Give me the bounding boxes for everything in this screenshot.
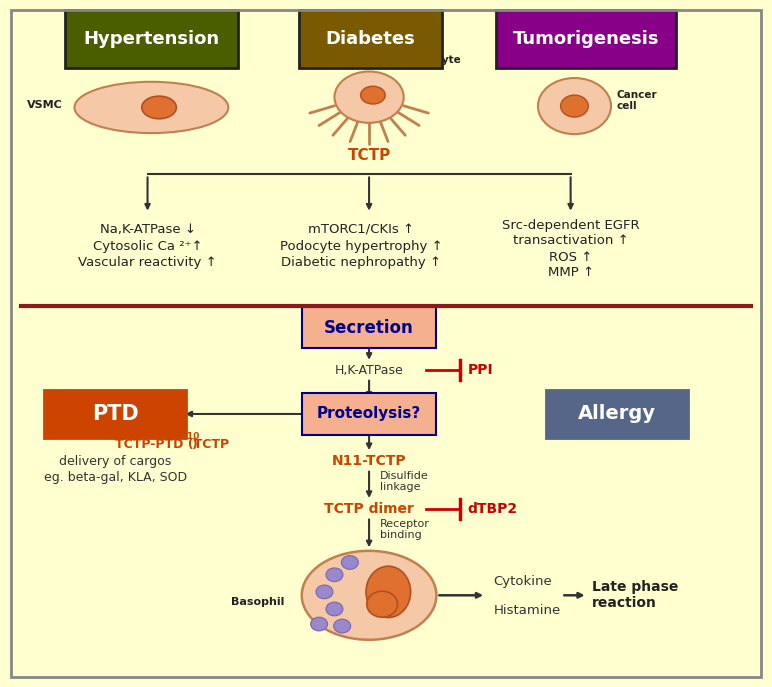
- Ellipse shape: [142, 96, 176, 119]
- Text: Histamine: Histamine: [493, 604, 561, 617]
- Text: Cytokine: Cytokine: [493, 575, 553, 588]
- FancyBboxPatch shape: [302, 307, 436, 348]
- Ellipse shape: [361, 87, 385, 104]
- Text: Late phase
reaction: Late phase reaction: [592, 581, 679, 610]
- Text: Secretion: Secretion: [324, 319, 414, 337]
- Text: Proteolysis?: Proteolysis?: [317, 407, 422, 422]
- Ellipse shape: [310, 617, 327, 631]
- Ellipse shape: [538, 78, 611, 134]
- Text: TCTP dimer: TCTP dimer: [324, 502, 414, 516]
- Text: Receptor: Receptor: [380, 519, 430, 529]
- Text: linkage: linkage: [380, 482, 420, 492]
- Text: Basophil: Basophil: [231, 597, 284, 607]
- Text: MMP ↑: MMP ↑: [547, 266, 594, 279]
- Text: H,K-ATPase: H,K-ATPase: [335, 363, 404, 376]
- Ellipse shape: [302, 551, 436, 640]
- Ellipse shape: [560, 95, 588, 117]
- FancyBboxPatch shape: [300, 10, 442, 68]
- Ellipse shape: [316, 585, 333, 598]
- Text: PPI: PPI: [468, 363, 493, 377]
- Text: ): ): [192, 438, 198, 451]
- Text: Tumorigenesis: Tumorigenesis: [513, 30, 659, 48]
- Ellipse shape: [334, 619, 350, 633]
- FancyBboxPatch shape: [496, 10, 676, 68]
- Text: binding: binding: [380, 530, 422, 540]
- Text: 1-10: 1-10: [177, 431, 199, 440]
- FancyBboxPatch shape: [302, 394, 436, 434]
- Text: Allergy: Allergy: [577, 405, 655, 423]
- Text: delivery of cargos: delivery of cargos: [59, 455, 171, 468]
- FancyBboxPatch shape: [65, 10, 238, 68]
- Ellipse shape: [326, 568, 343, 582]
- Ellipse shape: [341, 556, 358, 570]
- Text: Na,K-ATPase ↓: Na,K-ATPase ↓: [100, 223, 195, 236]
- Ellipse shape: [367, 592, 398, 617]
- Text: Cytosolic Ca ²⁺↑: Cytosolic Ca ²⁺↑: [93, 240, 202, 253]
- Text: Hypertension: Hypertension: [83, 30, 219, 48]
- Text: N11-TCTP: N11-TCTP: [332, 454, 406, 468]
- Text: Cancer
cell: Cancer cell: [617, 90, 658, 111]
- Text: transactivation ↑: transactivation ↑: [513, 234, 628, 247]
- Ellipse shape: [74, 82, 229, 133]
- Text: TCTP-PTD (TCTP: TCTP-PTD (TCTP: [115, 438, 229, 451]
- Text: eg. beta-gal, KLA, SOD: eg. beta-gal, KLA, SOD: [44, 471, 187, 484]
- FancyBboxPatch shape: [546, 390, 688, 438]
- Text: VSMC: VSMC: [27, 100, 63, 111]
- Text: Src-dependent EGFR: Src-dependent EGFR: [502, 219, 639, 232]
- FancyBboxPatch shape: [44, 390, 186, 438]
- Text: Podocyte: Podocyte: [406, 55, 461, 65]
- Text: PTD: PTD: [92, 404, 139, 424]
- Text: Disulfide: Disulfide: [380, 471, 428, 481]
- Text: TCTP: TCTP: [347, 148, 391, 163]
- Text: Podocyte hypertrophy ↑: Podocyte hypertrophy ↑: [280, 240, 443, 253]
- Ellipse shape: [366, 566, 411, 618]
- Text: Diabetic nephropathy ↑: Diabetic nephropathy ↑: [281, 256, 442, 269]
- Text: dTBP2: dTBP2: [468, 502, 518, 516]
- Text: ROS ↑: ROS ↑: [549, 251, 592, 264]
- Ellipse shape: [334, 71, 404, 123]
- Ellipse shape: [326, 602, 343, 616]
- Text: mTORC1/CKIs ↑: mTORC1/CKIs ↑: [308, 223, 415, 236]
- Text: Vascular reactivity ↑: Vascular reactivity ↑: [78, 256, 217, 269]
- Text: Diabetes: Diabetes: [326, 30, 415, 48]
